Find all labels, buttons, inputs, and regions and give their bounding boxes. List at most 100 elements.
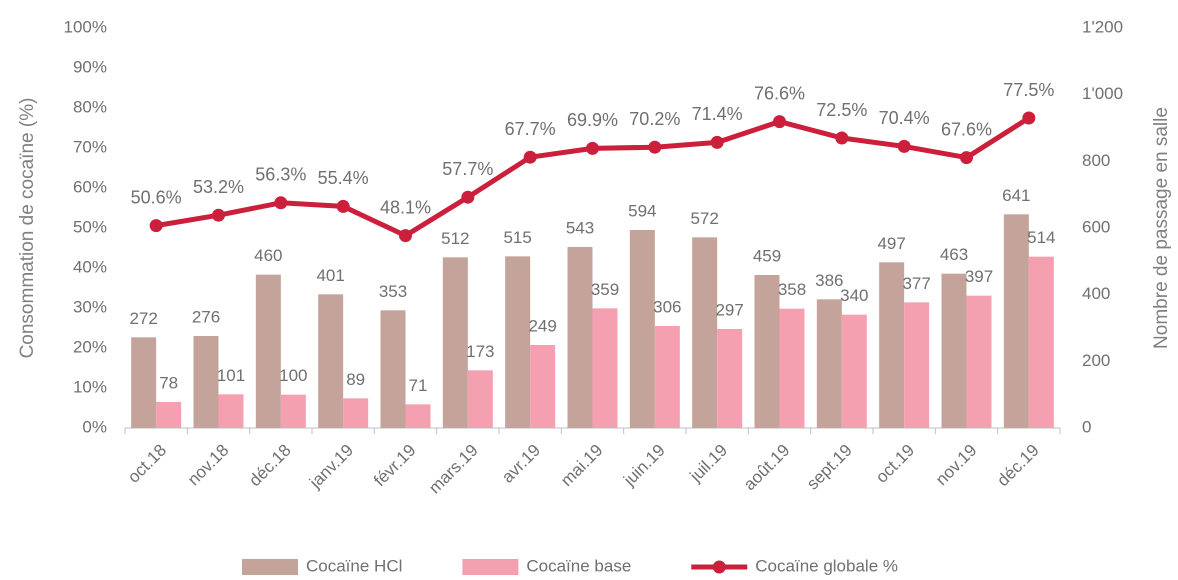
bar-value-label: 460 (254, 246, 282, 265)
bar-value-label: 78 (159, 373, 178, 392)
y-tick-label: 10% (73, 377, 107, 396)
bar-value-label: 497 (877, 234, 905, 253)
bar (754, 275, 780, 428)
bar-value-label: 249 (528, 316, 556, 335)
y2-tick-label: 400 (1082, 284, 1110, 303)
x-tick-label: oct.19 (872, 441, 918, 487)
line-value-label: 71.4% (692, 104, 743, 124)
legend-swatch (462, 559, 519, 575)
x-tick-label: oct.18 (124, 441, 170, 487)
bar (467, 370, 493, 428)
bar (692, 237, 718, 428)
bar-value-label: 377 (902, 274, 930, 293)
bar (966, 295, 992, 428)
line-marker (336, 199, 350, 213)
bar-value-label: 512 (441, 229, 469, 248)
y-axis-title: Consommation de cocaïne (%) (17, 98, 38, 359)
bar (941, 273, 967, 428)
bar-value-label: 401 (316, 266, 344, 285)
bar-value-label: 100 (279, 366, 307, 385)
bar-value-label: 101 (217, 366, 245, 385)
line-value-label: 69.9% (567, 110, 618, 130)
line-value-label: 70.4% (879, 108, 930, 128)
y-tick-label: 20% (73, 337, 107, 356)
bar (530, 345, 556, 428)
bar-value-label: 340 (840, 286, 868, 305)
bar (505, 256, 531, 428)
bar-value-label: 459 (753, 246, 781, 265)
line-marker (773, 115, 786, 129)
bar-value-label: 386 (815, 271, 843, 290)
bar-value-label: 276 (192, 307, 220, 326)
bar-value-label: 543 (566, 218, 594, 237)
bar (654, 326, 680, 428)
y-tick-label: 30% (73, 297, 107, 316)
line-value-label: 76.6% (754, 83, 805, 103)
bar-value-label: 463 (940, 245, 968, 264)
bar-value-label: 641 (1002, 186, 1030, 205)
line-value-label: 53.2% (193, 177, 244, 197)
bar (717, 329, 743, 428)
bar-value-label: 173 (466, 342, 494, 361)
bar-value-label: 572 (690, 209, 718, 228)
bar-value-label: 514 (1027, 228, 1055, 247)
line-marker (523, 150, 537, 164)
y2-tick-label: 800 (1082, 151, 1110, 170)
bar-value-label: 594 (628, 201, 656, 220)
y-tick-label: 0% (82, 417, 107, 436)
x-tick-label: mai.19 (557, 441, 607, 491)
y2-tick-label: 0 (1082, 417, 1091, 436)
x-tick-label: janv.19 (305, 441, 357, 493)
line-value-label: 72.5% (816, 100, 867, 120)
y2-tick-label: 600 (1082, 217, 1110, 236)
x-tick-label: juil.19 (686, 441, 732, 487)
y-tick-label: 40% (73, 257, 107, 276)
y-tick-label: 100% (64, 17, 107, 36)
y2-tick-label: 1'200 (1082, 17, 1123, 36)
bar (629, 230, 655, 428)
bar (816, 299, 842, 428)
bar-value-label: 306 (653, 297, 681, 316)
x-tick-label: déc.18 (245, 441, 295, 491)
line-value-label: 57.7% (442, 159, 493, 179)
bar (218, 394, 244, 428)
bar (255, 274, 281, 428)
bar (1003, 214, 1029, 428)
x-tick-label: avr.19 (498, 441, 544, 487)
bar-value-label: 297 (715, 300, 743, 319)
line-value-label: 67.6% (941, 119, 992, 139)
line-marker (648, 140, 662, 154)
line-value-label: 77.5% (1003, 80, 1054, 100)
bar (131, 337, 157, 428)
y-tick-label: 60% (73, 177, 107, 196)
line-value-label: 48.1% (380, 197, 431, 217)
bar (592, 308, 618, 428)
bar (380, 310, 406, 428)
x-tick-label: juin.19 (619, 441, 669, 491)
line-marker (835, 131, 849, 145)
line-marker (710, 135, 724, 149)
x-tick-label: nov.19 (932, 441, 981, 490)
bar-value-label: 358 (778, 280, 806, 299)
bar (343, 398, 369, 428)
legend-swatch (242, 559, 298, 575)
line-value-label: 67.7% (505, 119, 556, 139)
bar (567, 247, 593, 428)
x-tick-label: mars.19 (425, 441, 482, 498)
bar (779, 308, 805, 428)
bar-value-label: 353 (379, 282, 407, 301)
bar (442, 257, 468, 428)
line-marker (399, 229, 412, 243)
line-marker (960, 151, 973, 165)
bar (318, 294, 344, 428)
x-tick-label: nov.18 (184, 441, 233, 490)
line-marker (1022, 111, 1036, 125)
bar-value-label: 515 (503, 228, 531, 247)
legend-marker (712, 560, 726, 574)
bar (193, 336, 219, 428)
line-marker (212, 208, 225, 222)
y2-tick-label: 200 (1082, 351, 1110, 370)
y-tick-label: 80% (73, 97, 107, 116)
